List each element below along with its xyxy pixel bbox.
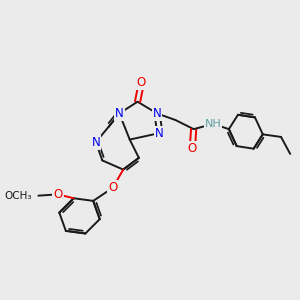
Text: N: N [92, 136, 100, 149]
Text: O: O [137, 76, 146, 89]
Text: O: O [188, 142, 197, 155]
Text: OCH₃: OCH₃ [4, 191, 32, 201]
Text: O: O [108, 181, 117, 194]
Text: N: N [155, 127, 164, 140]
Text: N: N [153, 107, 161, 120]
Text: N: N [115, 107, 124, 120]
Text: O: O [53, 188, 63, 201]
Text: NH: NH [205, 119, 222, 129]
